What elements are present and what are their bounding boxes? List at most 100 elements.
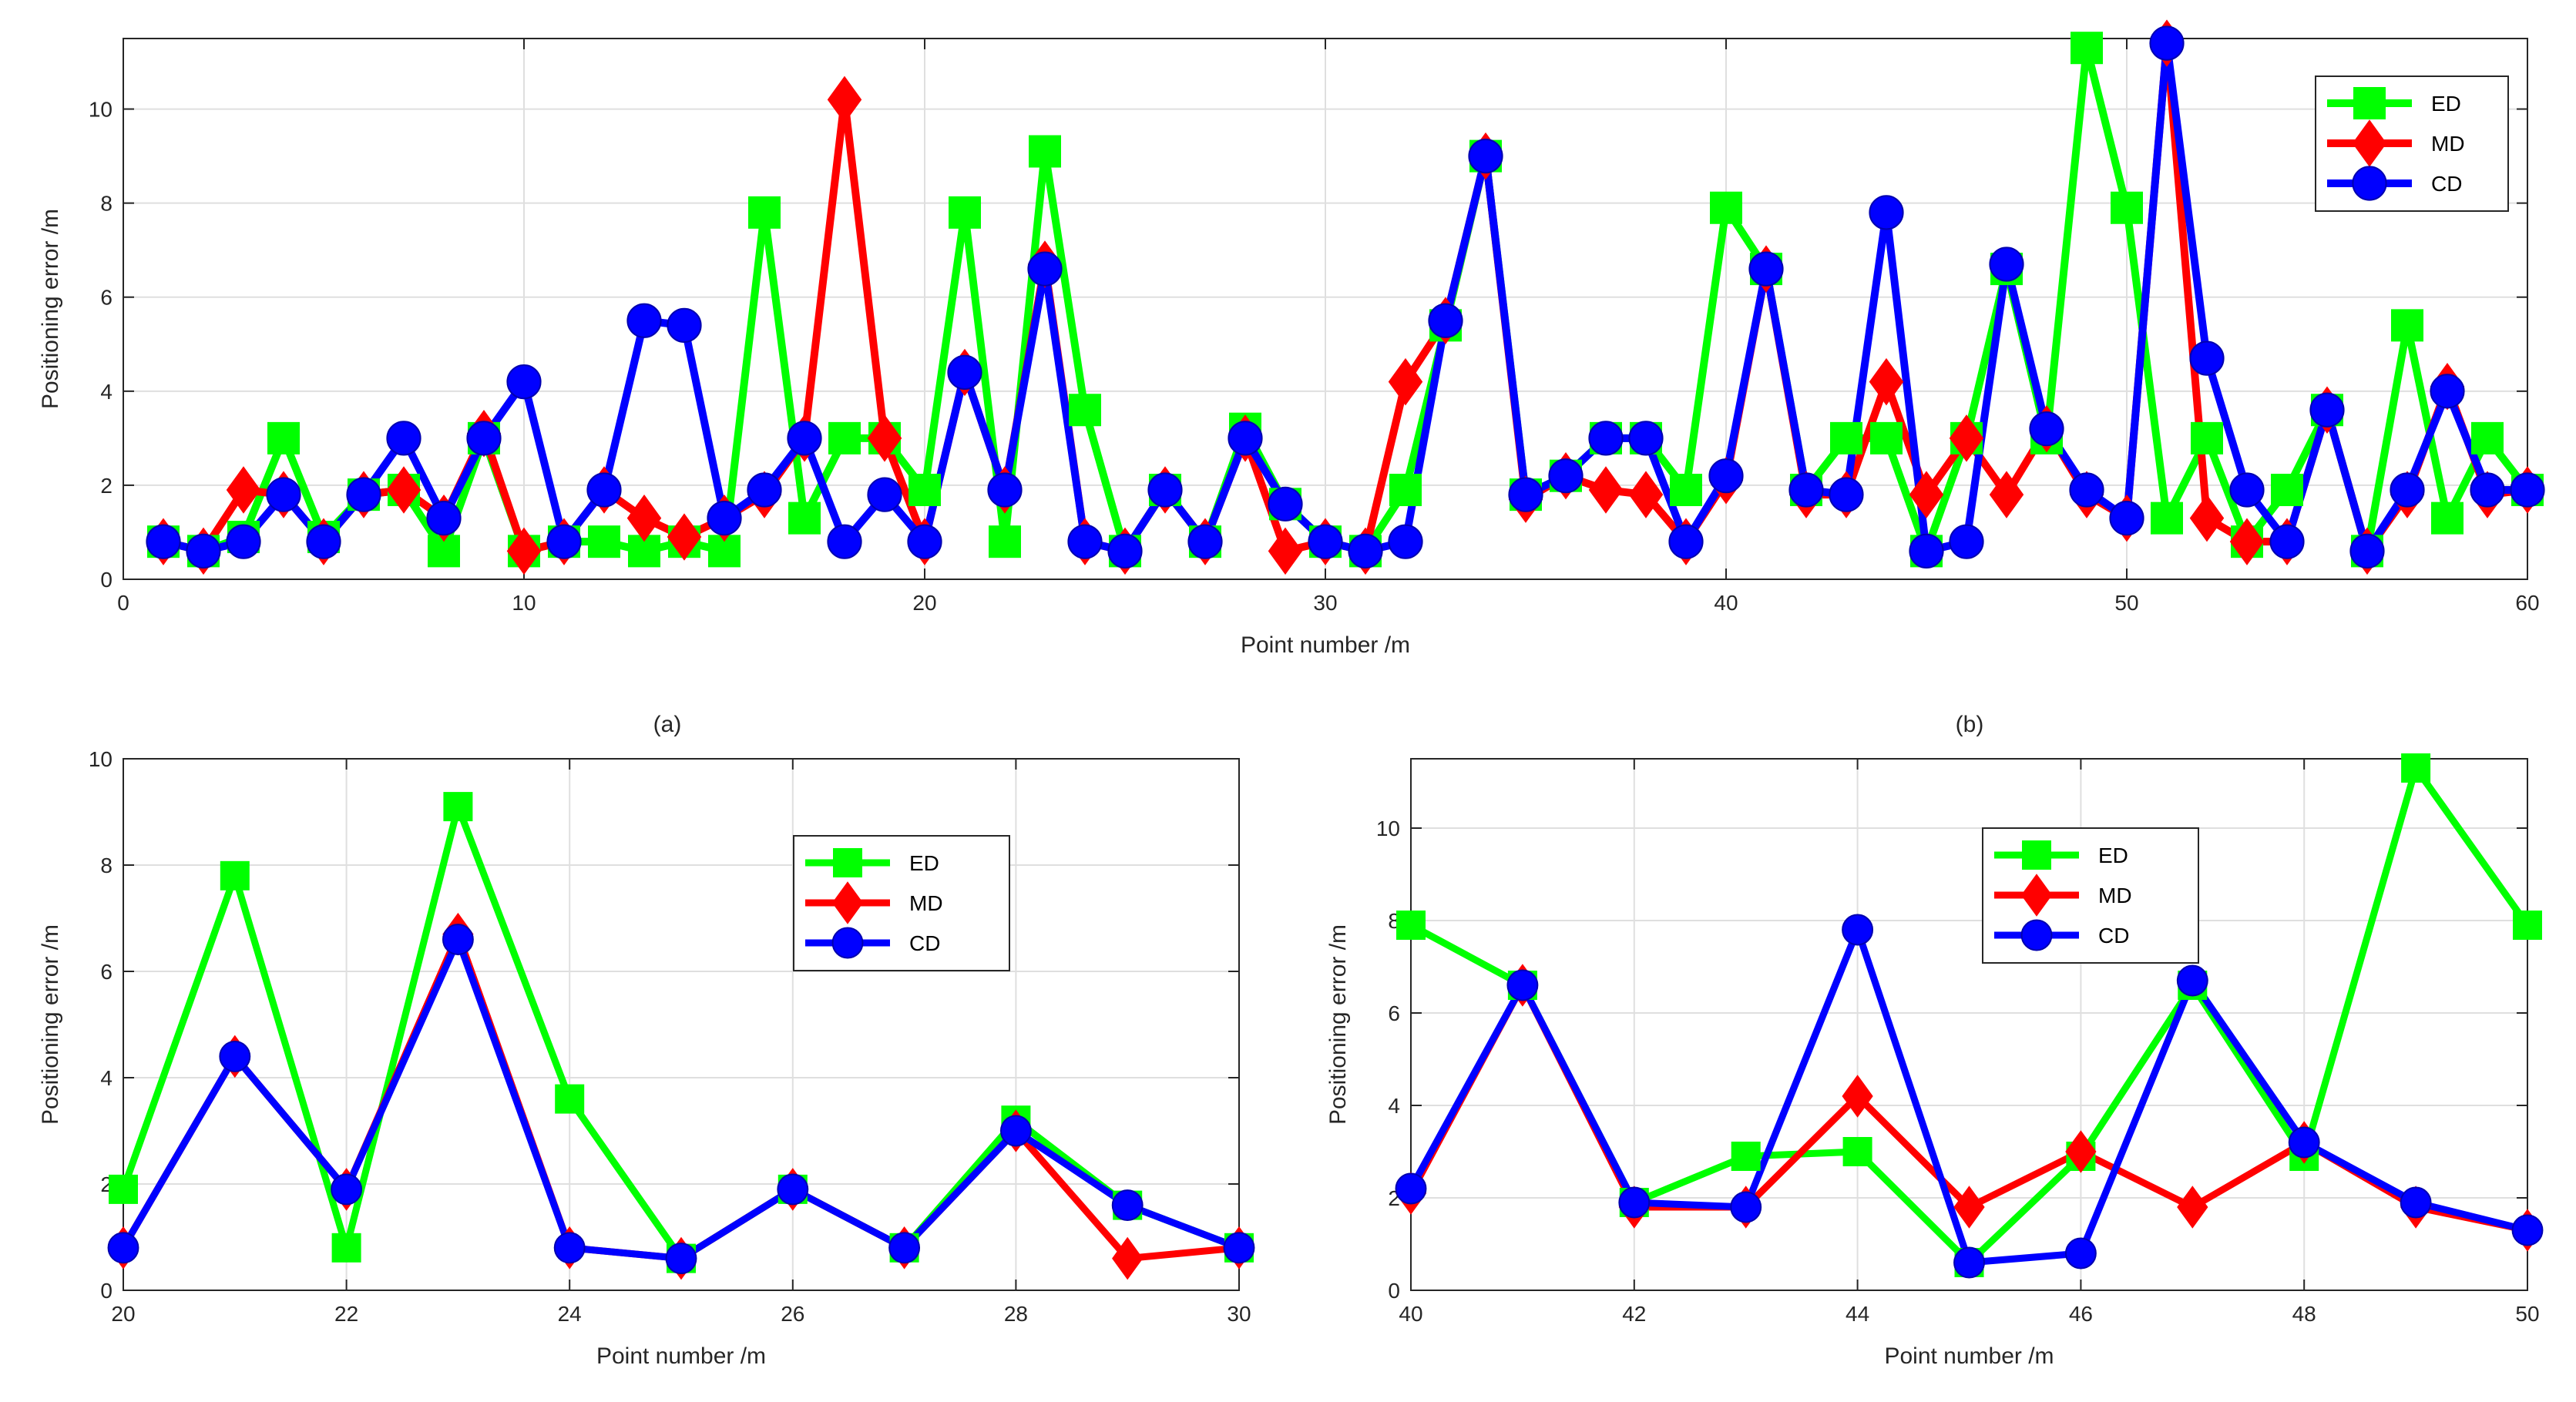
chart-top: 0 10 20 30 40 50 60 0 2 4 6 8 10 Point number /m Posit…: [38, 19, 2545, 658]
y-tick-label: 0: [100, 568, 113, 592]
data-point-cd: [2269, 524, 2305, 559]
y-tick-label: 4: [1388, 1094, 1400, 1118]
data-point-cd: [2189, 340, 2225, 376]
data-point-cd: [386, 421, 421, 456]
data-point-md: [1628, 471, 1664, 518]
data-point-ed: [2391, 309, 2423, 342]
data-point-cd: [947, 354, 982, 391]
x-tick-label: 20: [912, 591, 936, 615]
data-point-cd: [1953, 1246, 1985, 1279]
x-tick-label: 0: [117, 591, 129, 615]
data-point-cd: [2176, 964, 2208, 997]
data-point-ed: [443, 792, 473, 822]
series-cd: [162, 39, 2527, 555]
x-tick-label: 40: [1714, 591, 1738, 615]
data-point-cd: [1395, 1172, 1427, 1205]
data-point-cd: [306, 524, 341, 559]
data-point-ed: [2151, 501, 2183, 535]
data-point-ed: [588, 525, 620, 558]
y-tick-label: 10: [89, 747, 113, 771]
x-axis-title: Point number /m: [596, 1343, 766, 1369]
data-point-cd: [586, 472, 622, 508]
axes-box: [1410, 758, 2528, 1291]
data-point-ed: [2471, 421, 2504, 454]
y-axis-title: Positioning error /m: [38, 924, 63, 1125]
y-tick-label: 6: [100, 960, 113, 984]
data-point-ed: [1389, 474, 1422, 507]
data-point-md: [667, 513, 702, 561]
legend-marker-md: [2020, 874, 2053, 917]
x-tick-label: 22: [334, 1302, 358, 1326]
legend-label-md: MD: [2431, 132, 2465, 156]
data-point-ed: [1870, 421, 1903, 454]
data-point-cd: [346, 477, 381, 512]
data-point-ed: [220, 860, 250, 891]
y-tick-label: 4: [100, 380, 113, 404]
data-point-cd: [999, 1115, 1032, 1147]
legend-label-ed: ED: [2431, 92, 2461, 116]
data-point-md: [1953, 1186, 1985, 1229]
data-point-cd: [2400, 1186, 2432, 1219]
data-point-cd: [331, 1173, 363, 1206]
data-point-cd: [226, 524, 261, 559]
data-point-cd: [506, 364, 542, 400]
data-point-cd: [1989, 247, 2024, 282]
data-point-cd: [1668, 524, 1704, 559]
data-point-cd: [2430, 374, 2465, 409]
data-point-cd: [1027, 251, 1063, 287]
data-point-cd: [107, 1232, 139, 1264]
data-point-cd: [2309, 392, 2345, 428]
legend-label-cd: CD: [2431, 172, 2462, 196]
y-tick-label: 10: [89, 98, 113, 122]
data-point-cd: [1628, 421, 1664, 456]
data-point-md: [1909, 471, 1944, 518]
data-point-ed: [2191, 421, 2223, 454]
legend-label-ed: ED: [2098, 844, 2128, 867]
x-tick-label: 60: [2515, 591, 2539, 615]
data-point-cd: [1588, 421, 1624, 456]
data-point-cd: [2349, 533, 2385, 569]
data-point-md: [2189, 494, 2225, 542]
data-point-cd: [1348, 533, 1383, 569]
data-point-cd: [1730, 1191, 1762, 1223]
y-axis-title: Positioning error /m: [1325, 924, 1351, 1125]
data-point-md: [1842, 1075, 1873, 1118]
data-point-ed: [555, 1084, 585, 1114]
data-point-ed: [331, 1233, 361, 1263]
series-markers-cd: [107, 924, 1255, 1275]
y-tick-label: 10: [1376, 817, 1400, 840]
data-point-cd: [1223, 1232, 1255, 1264]
data-point-cd: [1187, 524, 1223, 559]
data-point-ed: [267, 421, 300, 454]
data-point-md: [1949, 414, 1984, 462]
data-point-cd: [2511, 1214, 2544, 1246]
data-point-cd: [426, 501, 462, 536]
legend-marker-ed: [2022, 840, 2051, 870]
x-tick-label: 50: [2114, 591, 2138, 615]
data-point-md: [2065, 1130, 2097, 1173]
data-point-md: [506, 527, 542, 575]
x-tick-label: 46: [2069, 1302, 2093, 1326]
data-point-cd: [1548, 458, 1584, 494]
data-point-cd: [2288, 1126, 2320, 1159]
panel-caption: (a): [653, 712, 682, 737]
x-tick-label: 50: [2515, 1302, 2539, 1326]
data-point-cd: [146, 524, 181, 559]
data-point-md: [386, 466, 421, 514]
legend-marker-cd: [2352, 166, 2387, 201]
data-point-cd: [2470, 472, 2505, 508]
x-tick-label: 44: [1846, 1302, 1869, 1326]
data-point-cd: [777, 1173, 809, 1206]
data-point-cd: [707, 501, 742, 536]
x-tick-label: 48: [2292, 1302, 2316, 1326]
data-point-cd: [553, 1232, 586, 1264]
y-tick-label: 0: [100, 1279, 113, 1303]
data-point-ed: [2271, 474, 2303, 507]
x-axis-title: Point number /m: [1884, 1343, 2054, 1369]
data-point-ed: [1710, 191, 1742, 224]
data-point-cd: [1147, 472, 1183, 508]
data-point-cd: [186, 533, 221, 569]
data-point-cd: [1308, 524, 1343, 559]
legend-marker-ed: [833, 848, 862, 877]
